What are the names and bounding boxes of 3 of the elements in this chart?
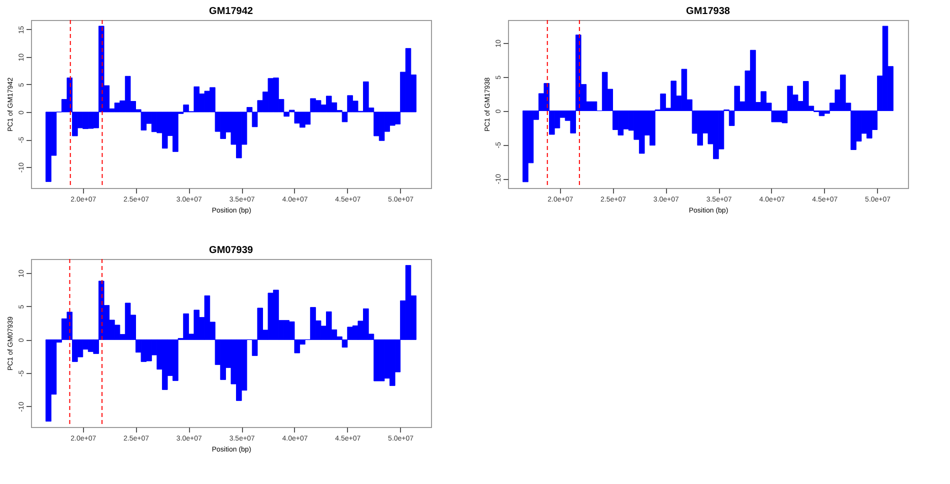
chart-title: GM17938 (686, 6, 730, 17)
chart-title: GM17942 (209, 6, 254, 17)
chart-title: GM07939 (209, 245, 254, 256)
